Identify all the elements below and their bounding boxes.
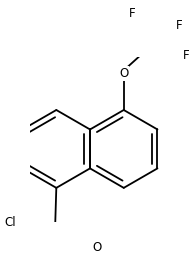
Text: F: F xyxy=(129,7,136,20)
Text: O: O xyxy=(119,67,128,80)
Text: Cl: Cl xyxy=(4,216,16,229)
Text: F: F xyxy=(176,19,182,32)
Text: O: O xyxy=(92,241,101,254)
Text: F: F xyxy=(183,49,189,62)
